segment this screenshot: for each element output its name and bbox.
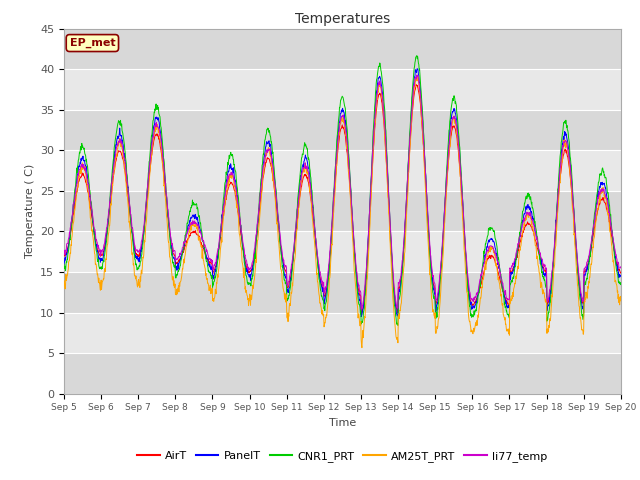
AirT <box>60 252 68 257</box>
AM25T_PRT <box>60 282 68 288</box>
li77_temp <box>502 294 510 300</box>
li77_temp <box>429 276 437 281</box>
AM25T_PRT <box>413 74 420 80</box>
PanelT <box>170 256 178 262</box>
CNR1_PRT <box>60 262 68 267</box>
AirT <box>184 236 191 241</box>
AM25T_PRT <box>429 308 437 313</box>
AirT <box>617 270 625 276</box>
CNR1_PRT <box>394 323 402 328</box>
Line: AirT: AirT <box>64 85 621 313</box>
Line: CNR1_PRT: CNR1_PRT <box>64 56 621 325</box>
Title: Temperatures: Temperatures <box>295 12 390 26</box>
AirT <box>246 268 254 274</box>
Bar <box>64 312 621 353</box>
CNR1_PRT <box>184 220 191 226</box>
Text: EP_met: EP_met <box>70 38 115 48</box>
AM25T_PRT <box>552 245 559 251</box>
Line: li77_temp: li77_temp <box>64 75 621 309</box>
Bar <box>64 353 621 394</box>
li77_temp <box>60 248 68 254</box>
AirT <box>502 299 510 305</box>
AM25T_PRT <box>184 238 191 243</box>
li77_temp <box>246 265 254 271</box>
Legend: AirT, PanelT, CNR1_PRT, AM25T_PRT, li77_temp: AirT, PanelT, CNR1_PRT, AM25T_PRT, li77_… <box>133 446 552 467</box>
CNR1_PRT <box>413 53 420 59</box>
Bar <box>64 272 621 312</box>
CNR1_PRT <box>617 280 625 286</box>
Bar <box>64 110 621 150</box>
PanelT <box>413 66 421 72</box>
CNR1_PRT <box>552 229 559 235</box>
PanelT <box>184 223 191 228</box>
Bar <box>64 150 621 191</box>
Y-axis label: Temperature ( C): Temperature ( C) <box>24 164 35 258</box>
Bar <box>64 231 621 272</box>
AM25T_PRT <box>170 284 178 290</box>
PanelT <box>502 300 510 305</box>
li77_temp <box>552 226 559 232</box>
AM25T_PRT <box>358 345 366 350</box>
PanelT <box>429 287 437 293</box>
AM25T_PRT <box>502 325 510 331</box>
CNR1_PRT <box>502 308 510 314</box>
Bar <box>64 191 621 231</box>
Line: AM25T_PRT: AM25T_PRT <box>64 77 621 348</box>
AirT <box>358 311 365 316</box>
Line: PanelT: PanelT <box>64 69 621 317</box>
li77_temp <box>170 248 178 253</box>
AM25T_PRT <box>246 297 254 303</box>
li77_temp <box>413 72 420 78</box>
PanelT <box>617 274 625 279</box>
li77_temp <box>617 264 625 270</box>
X-axis label: Time: Time <box>329 418 356 428</box>
AirT <box>413 82 420 88</box>
CNR1_PRT <box>246 281 254 287</box>
AirT <box>170 252 178 258</box>
li77_temp <box>357 306 365 312</box>
PanelT <box>552 228 559 234</box>
PanelT <box>60 261 68 267</box>
PanelT <box>246 272 254 277</box>
AirT <box>429 282 437 288</box>
CNR1_PRT <box>429 295 437 301</box>
AM25T_PRT <box>617 298 625 304</box>
AirT <box>552 235 559 240</box>
Bar <box>64 29 621 69</box>
li77_temp <box>184 229 191 235</box>
PanelT <box>357 314 365 320</box>
CNR1_PRT <box>170 264 178 270</box>
Bar <box>64 69 621 110</box>
